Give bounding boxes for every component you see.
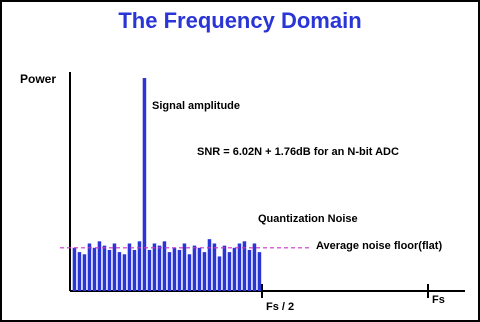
- x-marker-label: Fs: [432, 294, 445, 306]
- y-axis-label: Power: [20, 72, 56, 86]
- bar: [97, 241, 102, 291]
- bar: [122, 254, 127, 291]
- bar: [192, 245, 197, 291]
- bar: [152, 243, 157, 291]
- chart-title: The Frequency Domain: [118, 8, 361, 33]
- bar: [202, 252, 207, 291]
- bar: [147, 249, 152, 291]
- x-marker-label: Fs / 2: [266, 301, 294, 313]
- bar: [177, 249, 182, 291]
- bar: [72, 247, 77, 291]
- bar: [132, 249, 137, 291]
- bar: [87, 243, 92, 291]
- bar: [167, 252, 172, 291]
- bar: [197, 247, 202, 291]
- bar: [212, 243, 217, 291]
- annotation: Quantization Noise: [258, 213, 358, 225]
- bar: [237, 243, 242, 291]
- bar: [162, 241, 167, 291]
- bar: [137, 241, 142, 291]
- annotation: Signal amplitude: [152, 100, 240, 112]
- bar: [227, 252, 232, 291]
- bar: [117, 252, 122, 291]
- bar: [232, 247, 237, 291]
- bar: [242, 241, 247, 291]
- bar: [92, 247, 97, 291]
- bar: [142, 78, 147, 291]
- bar: [247, 249, 252, 291]
- bar: [257, 252, 262, 291]
- bar: [207, 239, 212, 291]
- bar: [107, 249, 112, 291]
- bar: [222, 245, 227, 291]
- bar: [187, 254, 192, 291]
- bar: [252, 243, 257, 291]
- bar: [172, 247, 177, 291]
- bar: [127, 243, 132, 291]
- bar: [102, 245, 107, 291]
- bar: [112, 243, 117, 291]
- bar: [77, 252, 82, 291]
- bar: [182, 243, 187, 291]
- bar: [157, 245, 162, 291]
- bar: [217, 256, 222, 291]
- bar: [82, 254, 87, 291]
- annotation: SNR = 6.02N + 1.76dB for an N-bit ADC: [197, 146, 399, 158]
- annotation: Average noise floor(flat): [316, 240, 442, 252]
